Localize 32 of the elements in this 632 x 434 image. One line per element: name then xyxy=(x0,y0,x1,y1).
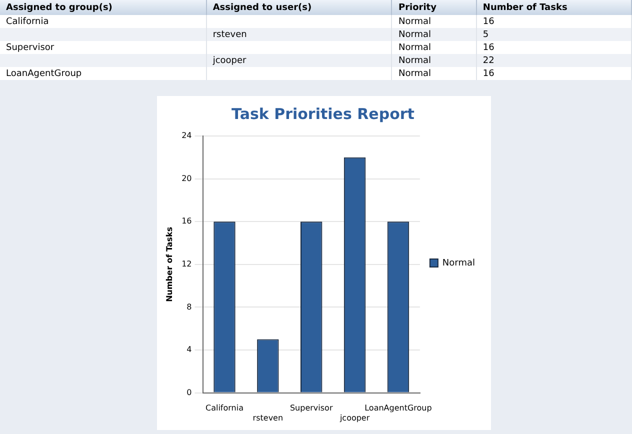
text: 22 xyxy=(476,54,632,67)
x-tick-label: Supervisor xyxy=(290,404,334,413)
category-label: Supervisor xyxy=(6,42,54,52)
text: Normal xyxy=(398,56,432,66)
y-tick-label: 8 xyxy=(186,302,192,312)
text: Normal xyxy=(398,68,432,78)
legend-label: Normal xyxy=(442,258,476,268)
y-tick-label: 0 xyxy=(186,388,192,397)
y-tick-label: 20 xyxy=(182,174,192,183)
text: Normal xyxy=(398,30,432,40)
category-label: LoanAgentGroup xyxy=(6,68,82,78)
text: Normal xyxy=(398,42,432,52)
x-tick-label: California xyxy=(205,404,244,413)
category-label: jcooper xyxy=(212,56,246,66)
text: 16 xyxy=(476,41,632,54)
text: 16 xyxy=(476,67,632,80)
text: Number of Tasks xyxy=(476,0,632,15)
y-tick-label: 16 xyxy=(182,216,192,226)
y-tick-label: 4 xyxy=(186,345,192,354)
y-axis-title: Number of Tasks xyxy=(164,226,174,302)
text: Assigned to user(s) xyxy=(206,0,392,15)
text: 16 xyxy=(476,15,632,28)
x-tick-label: LoanAgentGroup xyxy=(364,404,432,413)
chart-title: Task Priorities Report xyxy=(232,104,414,123)
text: Assigned to group(s) xyxy=(0,0,206,15)
category-label: California xyxy=(6,16,49,26)
text: Normal xyxy=(398,16,432,26)
y-tick-label: 24 xyxy=(182,131,192,140)
category-label: rsteven xyxy=(212,30,247,40)
text: 5 xyxy=(476,28,632,41)
text: Priority xyxy=(392,0,476,15)
y-tick-label: 12 xyxy=(182,259,192,268)
